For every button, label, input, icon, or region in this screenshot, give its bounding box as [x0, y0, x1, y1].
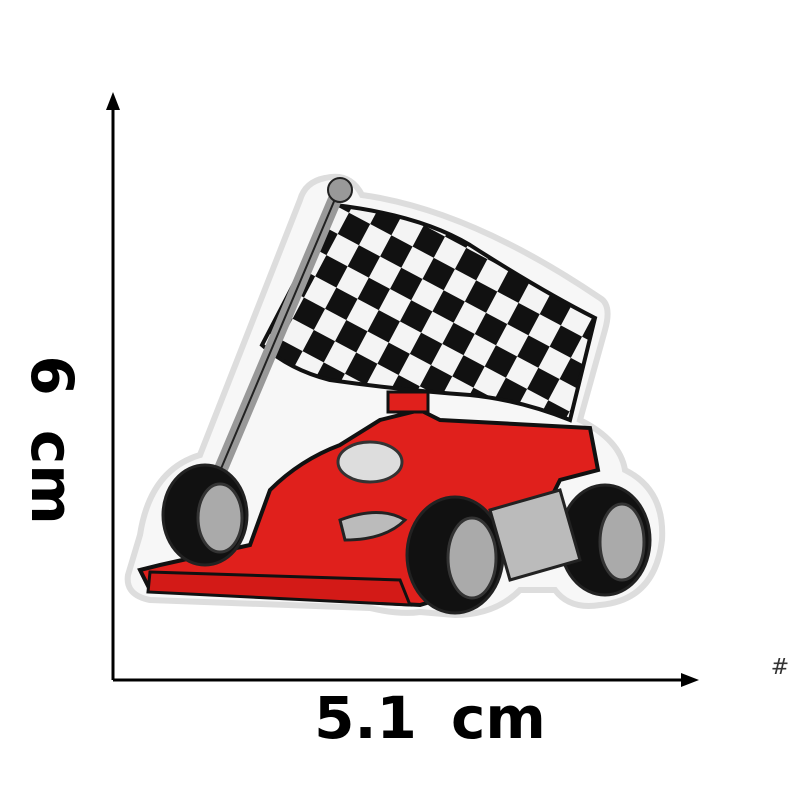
width-label: 5.1 cm	[314, 684, 546, 752]
height-label: 6 cm	[18, 355, 86, 524]
watermark: #	[771, 655, 789, 680]
racing-patch	[124, 173, 666, 619]
dimension-arrows	[106, 92, 699, 687]
